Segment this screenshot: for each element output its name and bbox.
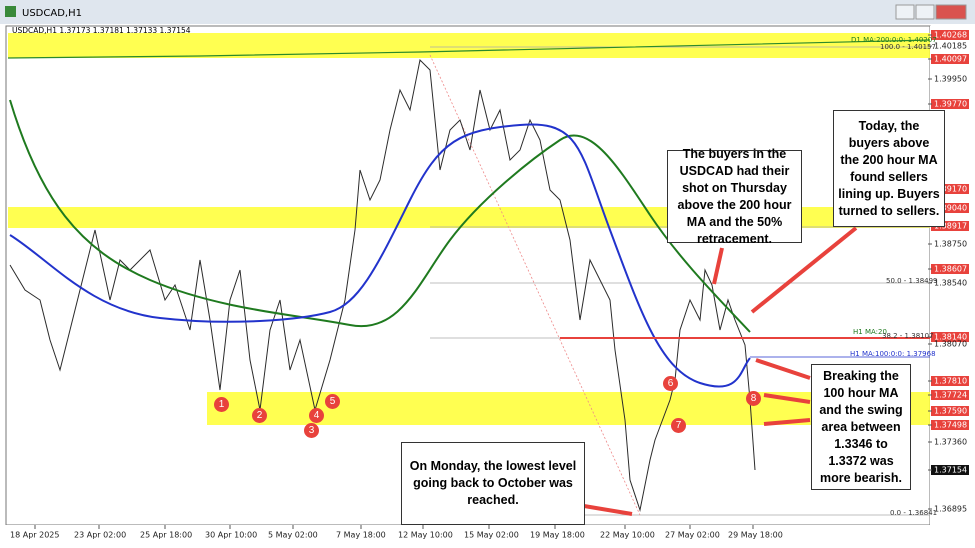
level-label: 0.0 - 1.36841 <box>890 509 937 517</box>
price-label: 1.38070 <box>934 340 967 349</box>
level-label: D1 MA:200:0:0: 1.40207 <box>851 36 937 44</box>
level-label: 50.0 - 1.38499 <box>886 277 938 285</box>
level-label: 38.2 - 1.38107 <box>882 332 934 340</box>
swing-marker: 6 <box>663 376 678 391</box>
price-label: 1.40097 <box>934 55 967 64</box>
ma-100-line <box>9 123 751 388</box>
date-label: 7 May 18:00 <box>336 531 386 540</box>
price-tag <box>931 390 969 400</box>
date-label: 29 May 18:00 <box>728 531 783 540</box>
daily-ma-line <box>7 39 931 59</box>
date-label: 19 May 18:00 <box>530 531 585 540</box>
level-label: 100.0 - 1.40157 <box>880 43 936 51</box>
price-label: 1.39950 <box>934 75 967 84</box>
swing-marker: 2 <box>252 408 267 423</box>
price-tag <box>931 465 969 475</box>
swing-marker: 4 <box>309 408 324 423</box>
price-label: 1.36895 <box>934 505 967 514</box>
arrows <box>559 226 858 516</box>
swing-marker: 7 <box>671 418 686 433</box>
annotation-box: Breaking the 100 hour MA and the swing a… <box>811 364 911 490</box>
price-tag <box>931 264 969 274</box>
price-label: 1.38540 <box>934 279 967 288</box>
plot-area <box>5 25 931 526</box>
swing-marker: 3 <box>304 423 319 438</box>
chart-header: USDCAD,H1 1.37173 1.37181 1.37133 1.3715… <box>12 26 191 35</box>
price-tag <box>931 203 969 213</box>
ma-200-line <box>9 99 751 333</box>
annotation-box: The buyers in the USDCAD had their shot … <box>667 147 802 246</box>
price-tag <box>931 184 969 194</box>
arrow <box>763 393 811 404</box>
price-label: 1.40185 <box>934 42 967 51</box>
price-tag <box>931 376 969 386</box>
price-tag <box>931 54 969 64</box>
arrow <box>712 247 724 285</box>
price-label: 1.38140 <box>934 333 967 342</box>
date-axis <box>0 525 975 548</box>
resistance-band <box>8 33 930 58</box>
window-title: USDCAD,H1 <box>22 8 82 19</box>
price-tag <box>931 221 969 231</box>
date-label: 22 May 10:00 <box>600 531 655 540</box>
price-path <box>9 58 756 512</box>
maximize-button[interactable] <box>915 4 935 20</box>
price-tag <box>931 420 969 430</box>
annotation-box: On Monday, the lowest level going back t… <box>401 442 585 525</box>
price-label: 1.37498 <box>934 421 967 430</box>
price-axis <box>930 26 975 525</box>
price-label: 1.37724 <box>934 391 967 400</box>
level-label: H1 MA:20 <box>853 328 887 336</box>
swing-marker: 1 <box>214 397 229 412</box>
price-tag <box>931 332 969 342</box>
date-label: 5 May 02:00 <box>268 531 318 540</box>
swing-marker: 5 <box>325 394 340 409</box>
date-label: 18 Apr 2025 <box>10 531 59 540</box>
price-tag <box>931 99 969 109</box>
arrow <box>763 418 811 426</box>
price-tag <box>931 406 969 416</box>
price-label: 1.39040 <box>934 204 967 213</box>
minimize-button[interactable] <box>895 4 915 20</box>
annotation-box: Today, the buyers above the 200 hour MA … <box>833 110 945 227</box>
level-label: H1 MA:100:0:0: 1.37968 <box>850 350 936 358</box>
fib-trend <box>429 54 641 516</box>
date-label: 15 May 02:00 <box>464 531 519 540</box>
price-label: 1.39770 <box>934 100 967 109</box>
price-label: 1.38917 <box>934 222 967 231</box>
price-tag <box>931 30 969 40</box>
price-label: 1.39170 <box>934 185 967 194</box>
arrow <box>750 226 858 314</box>
date-label: 30 Apr 10:00 <box>205 531 257 540</box>
price-label: 1.37590 <box>934 407 967 416</box>
close-button[interactable] <box>935 4 967 20</box>
window-icon <box>5 6 16 17</box>
date-label: 27 May 02:00 <box>665 531 720 540</box>
title-bar <box>0 0 975 24</box>
swing-marker: 8 <box>746 391 761 406</box>
price-label: 1.38607 <box>934 265 967 274</box>
price-label: 1.40268 <box>934 31 967 40</box>
price-label: 1.37154 <box>934 466 967 475</box>
date-label: 25 Apr 18:00 <box>140 531 192 540</box>
price-label: 1.37810 <box>934 377 967 386</box>
arrow <box>755 358 811 380</box>
date-label: 23 Apr 02:00 <box>74 531 126 540</box>
price-label: 1.38750 <box>934 240 967 249</box>
date-label: 12 May 10:00 <box>398 531 453 540</box>
price-label: 1.37360 <box>934 438 967 447</box>
